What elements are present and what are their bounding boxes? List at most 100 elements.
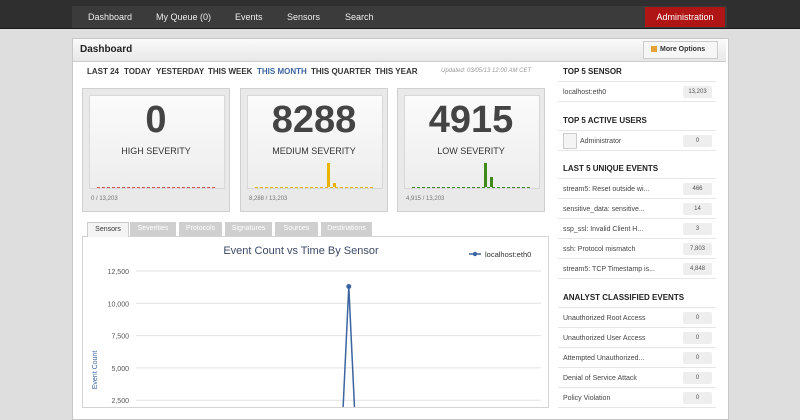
- tab[interactable]: Severities: [130, 222, 176, 236]
- row-count: 4,848: [683, 263, 712, 275]
- tab[interactable]: Signatures: [225, 222, 272, 236]
- card-ratio: 0 / 13,203: [91, 196, 118, 202]
- row-line: [558, 278, 716, 279]
- admin-button[interactable]: Administration: [645, 7, 725, 27]
- y-tick-label: 10,000: [108, 301, 130, 308]
- row-line: [558, 238, 716, 239]
- row-count: 0: [683, 352, 712, 364]
- nav-item[interactable]: Search: [345, 12, 374, 22]
- time-filter[interactable]: THIS MONTH: [257, 67, 307, 76]
- row-count: 0: [683, 332, 712, 344]
- row-count: 466: [683, 183, 712, 195]
- row-label[interactable]: Unauthorized Root Access: [563, 315, 646, 322]
- row-count: 0: [683, 135, 712, 147]
- icon: [651, 46, 657, 53]
- avatar: [563, 133, 577, 149]
- more-options[interactable]: More Options: [643, 41, 718, 59]
- row-line: [558, 347, 716, 348]
- section-title: LAST 5 UNIQUE EVENTS: [563, 164, 659, 173]
- severity-card[interactable]: 8288 MEDIUM SEVERITY 8,288 / 13,203: [240, 88, 388, 212]
- row-count: 0: [683, 372, 712, 384]
- time-filter[interactable]: THIS WEEK: [208, 67, 253, 76]
- panel-header: [73, 39, 726, 62]
- row-line: [558, 150, 716, 151]
- row-label[interactable]: Attempted Unauthorized...: [563, 355, 645, 362]
- card-label: HIGH SEVERITY: [121, 146, 191, 156]
- more-options-label: More Options: [660, 46, 706, 53]
- row-label[interactable]: stream5: TCP Timestamp is...: [563, 266, 655, 273]
- tab[interactable]: Destinations: [321, 222, 372, 236]
- card-baseline: [255, 187, 373, 188]
- card-inner: [247, 95, 383, 189]
- time-filter[interactable]: YESTERDAY: [156, 67, 205, 76]
- row-line: [558, 81, 716, 82]
- card-spark: [327, 163, 330, 187]
- card-ratio: 8,288 / 13,203: [249, 196, 288, 202]
- y-tick-label: 5,000: [111, 366, 129, 373]
- y-axis-label: Event Count: [92, 351, 99, 390]
- section-title: TOP 5 SENSOR: [563, 67, 622, 76]
- row-line: [558, 198, 716, 199]
- y-tick-label: 2,500: [111, 398, 129, 405]
- y-tick-label: 7,500: [111, 334, 129, 341]
- row-count: 0: [683, 392, 712, 404]
- updated-time: Updated: 03/05/13 12:00 AM CET: [441, 68, 532, 74]
- row-label[interactable]: Policy Violation: [563, 395, 611, 402]
- line: [341, 286, 356, 420]
- card-inner: [89, 95, 225, 189]
- card-baseline: [97, 187, 215, 188]
- card-value: 8288: [271, 99, 357, 141]
- section-title: TOP 5 ACTIVE USERS: [563, 116, 647, 125]
- nav-item[interactable]: My Queue (0): [156, 12, 212, 22]
- tab[interactable]: Sensors: [87, 222, 129, 237]
- tab[interactable]: Sources: [275, 222, 318, 236]
- card-value: 0: [145, 99, 167, 141]
- row-line: [558, 327, 716, 328]
- time-filter[interactable]: THIS QUARTER: [311, 67, 371, 76]
- row-line: [558, 407, 716, 408]
- chart: Event Count vs Time By Sensor Event Coun…: [92, 245, 541, 420]
- card-inner: [404, 95, 540, 189]
- card-spark: [333, 183, 336, 187]
- row-count: 3: [683, 223, 712, 235]
- row-line: [558, 258, 716, 259]
- row-label[interactable]: ssp_ssl: Invalid Client H...: [563, 226, 644, 233]
- card-value: 4915: [428, 99, 514, 141]
- severity-card[interactable]: 0 HIGH SEVERITY 0 / 13,203: [82, 88, 230, 212]
- chart-box: Event Count vs Time By Sensor Event Coun…: [82, 236, 549, 420]
- row-count: 7,803: [683, 243, 712, 255]
- row-line: [558, 130, 716, 131]
- time-filter[interactable]: LAST 24: [87, 67, 120, 76]
- card-baseline: [412, 187, 530, 188]
- row-label[interactable]: stream5: Reset outside wi...: [563, 186, 650, 193]
- nav-item[interactable]: Events: [235, 12, 263, 22]
- nav-item[interactable]: Dashboard: [88, 12, 133, 22]
- row-label[interactable]: Administrator: [580, 138, 622, 145]
- row-label[interactable]: ssh: Protocol mismatch: [563, 246, 636, 253]
- row-count: 14: [683, 203, 712, 215]
- nav-strip: [72, 6, 727, 28]
- card-spark: [490, 177, 493, 187]
- row-line: [558, 307, 716, 308]
- card-label: MEDIUM SEVERITY: [272, 146, 356, 156]
- nav-item[interactable]: Sensors: [287, 12, 321, 22]
- row-line: [558, 367, 716, 368]
- legend-label: localhost:eth0: [485, 250, 531, 259]
- row-label[interactable]: sensitive_data: sensitive...: [563, 206, 645, 213]
- y-tick-label: 12,500: [108, 269, 130, 276]
- marker: [346, 284, 352, 290]
- row-label[interactable]: Denial of Service Attack: [563, 375, 637, 382]
- time-filter[interactable]: THIS YEAR: [375, 67, 418, 76]
- tab[interactable]: Protocols: [179, 222, 222, 236]
- row-line: [558, 387, 716, 388]
- card-ratio: 4,915 / 13,203: [406, 196, 445, 202]
- row-label[interactable]: localhost:eth0: [563, 89, 607, 96]
- legend-marker: [472, 251, 478, 257]
- section-title: ANALYST CLASSIFIED EVENTS: [563, 293, 685, 302]
- time-filter[interactable]: TODAY: [124, 67, 152, 76]
- severity-card[interactable]: 4915 LOW SEVERITY 4,915 / 13,203: [397, 88, 545, 212]
- row-line: [558, 218, 716, 219]
- row-label[interactable]: Unauthorized User Access: [563, 335, 646, 342]
- card-spark: [484, 163, 487, 187]
